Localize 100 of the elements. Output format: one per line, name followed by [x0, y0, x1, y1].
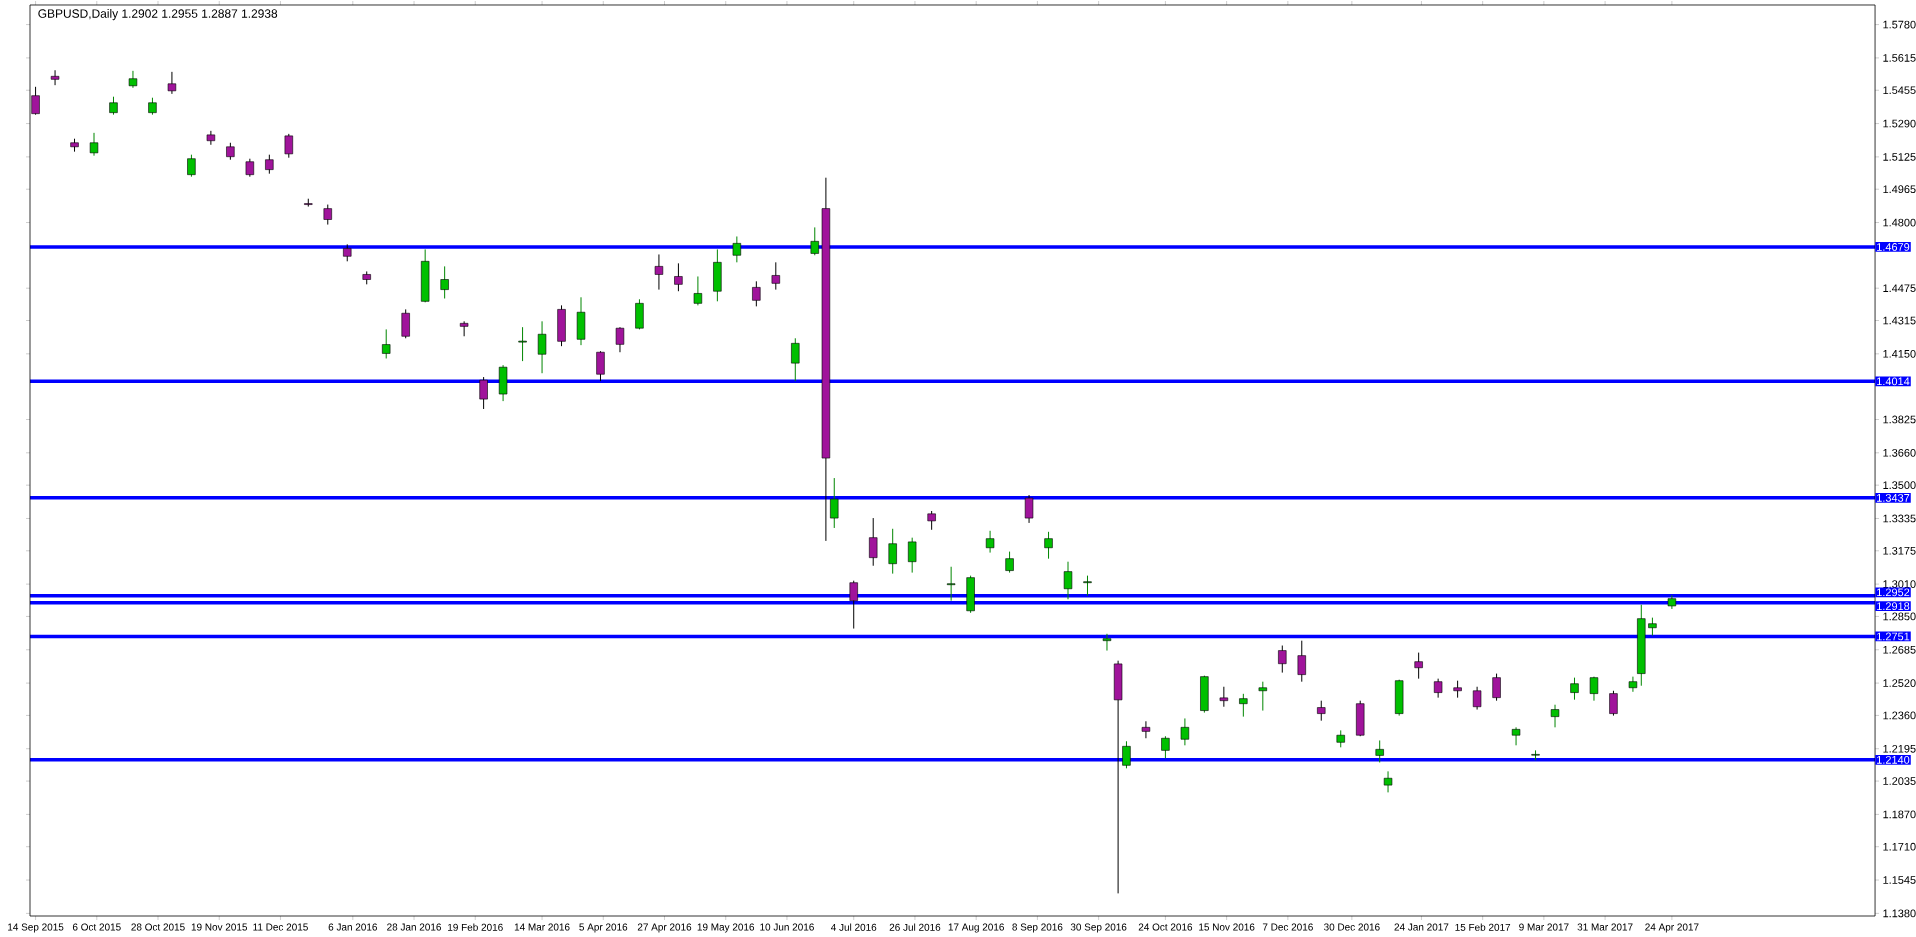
candlestick: [888, 528, 897, 575]
candlestick: [50, 69, 60, 86]
candlestick: [1609, 690, 1618, 717]
candlestick: [693, 275, 703, 306]
candlestick: [479, 376, 488, 410]
candlestick: [752, 280, 761, 307]
y-tick-label: 1.1545: [1883, 876, 1916, 884]
y-tick-label: 1.2520: [1883, 679, 1916, 687]
candlestick: [1239, 693, 1248, 718]
candlestick: [187, 154, 196, 178]
x-tick-label: 6 Oct 2015: [72, 923, 121, 931]
candlestick: [927, 510, 936, 531]
ref-line-label: 1.3437: [1877, 494, 1910, 502]
candlestick: [1550, 704, 1560, 728]
y-tick-label: 1.5455: [1883, 86, 1916, 95]
x-tick-label: 10 Jun 2016: [760, 923, 814, 931]
y-tick-label: 1.2035: [1883, 777, 1916, 785]
candlestick: [1141, 720, 1151, 739]
candlestick: [771, 261, 781, 291]
candlestick: [1297, 640, 1306, 683]
candlestick: [907, 537, 917, 574]
x-tick-label: 11 Dec 2015: [253, 923, 308, 931]
x-tick-label: 24 Apr 2017: [1645, 923, 1699, 933]
y-tick-label: 1.5780: [1883, 20, 1916, 29]
candlestick: [1219, 686, 1229, 708]
x-tick-label: 19 Nov 2015: [191, 923, 248, 931]
candlestick: [985, 530, 995, 554]
y-tick-label: 1.3010: [1883, 580, 1916, 588]
candlestick: [1570, 677, 1579, 701]
x-tick-label: 5 Apr 2016: [579, 923, 628, 933]
ref-line-label: 1.4014: [1877, 377, 1910, 386]
candlestick: [440, 265, 449, 299]
candlestick: [654, 253, 664, 291]
candlestick: [518, 326, 527, 362]
chart-title: GBPUSD,Daily 1.2902 1.2955 1.2887 1.2938: [38, 9, 278, 21]
y-tick-label: 1.3335: [1883, 514, 1916, 523]
x-tick-label: 30 Dec 2016: [1323, 923, 1380, 931]
candlestick: [1063, 561, 1073, 600]
candlestick: [732, 235, 742, 263]
y-tick-label: 1.5290: [1883, 119, 1916, 128]
y-tick-label: 1.2360: [1883, 711, 1916, 720]
candlestick: [1472, 686, 1482, 711]
y-tick-label: 1.4475: [1883, 284, 1916, 293]
candlestick: [1024, 494, 1034, 524]
candlestick: [459, 320, 469, 337]
candlestick: [89, 132, 99, 157]
y-tick-label: 1.3500: [1883, 481, 1916, 490]
candlestick: [1278, 645, 1287, 674]
candlestick: [869, 517, 878, 567]
candlestick: [1511, 726, 1521, 746]
candlestick: [1258, 681, 1268, 712]
y-tick-label: 1.4150: [1883, 349, 1916, 358]
x-tick-label: 6 Jan 2016: [328, 923, 378, 931]
y-tick-label: 1.5615: [1883, 54, 1916, 62]
x-tick-label: 28 Jan 2016: [387, 923, 442, 931]
y-tick-label: 1.2195: [1883, 744, 1916, 753]
ref-line-label: 1.2952: [1877, 588, 1910, 597]
candlestick: [830, 477, 839, 529]
x-tick-label: 28 Oct 2015: [131, 923, 185, 931]
candlestick: [1102, 633, 1112, 652]
candlestick: [849, 580, 858, 630]
candlestick: [1317, 700, 1326, 722]
candlestick: [1375, 739, 1384, 763]
ref-line-label: 1.2140: [1877, 755, 1910, 764]
x-tick-label: 19 Feb 2016: [448, 923, 503, 931]
candlestick: [1122, 740, 1131, 769]
x-tick-label: 27 Apr 2016: [637, 923, 692, 933]
y-tick-label: 1.5125: [1883, 153, 1916, 161]
candlestick: [128, 70, 138, 89]
ref-line-label: 1.2918: [1877, 602, 1910, 611]
y-tick-label: 1.4965: [1883, 185, 1916, 194]
candlestick: [401, 308, 410, 339]
ref-line-label: 1.2751: [1877, 632, 1910, 641]
y-tick-label: 1.3175: [1883, 546, 1916, 555]
x-tick-label: 30 Sep 2016: [1070, 923, 1127, 933]
y-tick-label: 1.2685: [1883, 645, 1916, 654]
x-tick-label: 15 Nov 2016: [1199, 923, 1255, 931]
ref-line-label: 1.4679: [1877, 243, 1910, 251]
candlestick: [1161, 735, 1170, 759]
candlestick: [1383, 770, 1393, 793]
candlestick: [1005, 551, 1014, 574]
candlestick: [265, 154, 274, 175]
candlestick: [810, 226, 819, 256]
y-tick-label: 1.4800: [1883, 218, 1916, 227]
candlestick: [1589, 676, 1599, 702]
y-tick-label: 1.1870: [1883, 810, 1916, 819]
candlestick: [1433, 678, 1443, 699]
candlestick: [596, 350, 605, 382]
y-tick-label: 1.1380: [1883, 909, 1916, 918]
x-tick-label: 9 Mar 2017: [1519, 923, 1569, 931]
candlestick: [946, 566, 956, 602]
x-tick-label: 14 Sep 2015: [8, 923, 64, 933]
candlestick: [1628, 676, 1638, 693]
candlestick: [167, 71, 177, 95]
x-tick-label: 24 Oct 2016: [1138, 923, 1193, 931]
candlestick: [382, 328, 391, 359]
candlestick: [1180, 717, 1190, 746]
x-tick-label: 4 Jul 2016: [830, 923, 877, 931]
candlestick: [206, 130, 216, 146]
y-tick-label: 1.4315: [1883, 316, 1916, 325]
